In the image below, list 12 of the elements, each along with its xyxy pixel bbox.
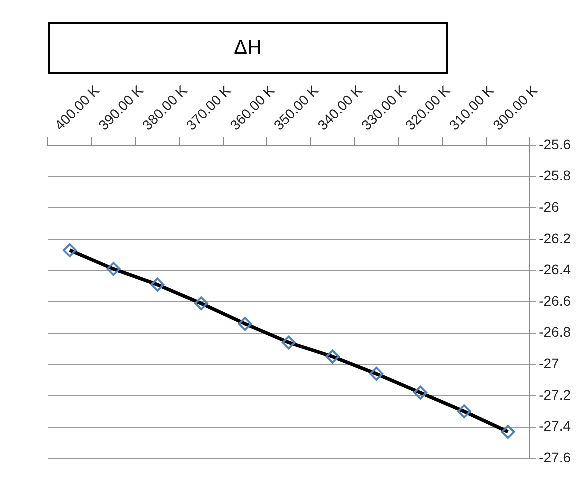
y-tick-label: -26: [539, 198, 560, 215]
y-tick-label: -27.6: [539, 449, 572, 466]
y-tick-label: -27.2: [539, 386, 572, 403]
y-tick-label: -25.8: [539, 168, 572, 184]
y-tick-label: -27: [539, 356, 560, 372]
y-tick-label: -26.6: [539, 292, 572, 309]
chart-title: ΔH: [48, 22, 448, 74]
y-tick-label: -26.8: [539, 324, 572, 340]
y-tick-label: -27.4: [539, 418, 572, 434]
y-tick-label: -26.4: [539, 262, 572, 278]
y-tick-label: -25.6: [539, 136, 572, 152]
y-tick-label: -26.2: [539, 230, 572, 246]
